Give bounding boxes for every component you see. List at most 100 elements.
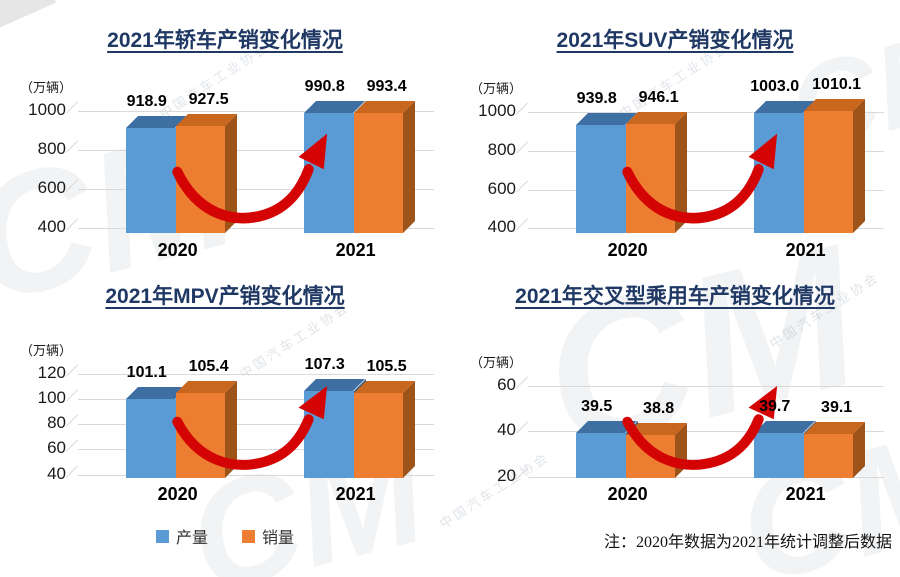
gridlines: 400 600 800 1000: [28, 96, 434, 236]
gridline: [78, 374, 434, 376]
bar-group-2021: 107.3 105.5: [302, 350, 415, 478]
legend: 产量 销量: [0, 524, 450, 548]
y-tick-label: 400: [37, 217, 66, 237]
y-tick-label: 100: [37, 388, 66, 408]
bar-group-2021: 990.8 993.4: [302, 78, 415, 233]
legend-label: 销量: [262, 530, 295, 547]
gridline: [528, 477, 884, 478]
value-label-production: 39.7: [759, 397, 791, 415]
plot-area: （万辆） 40 60 80 100 120 101.1 105.4 107.3 105.…: [20, 343, 434, 483]
y-tick-label: 20: [497, 466, 516, 485]
y-axis-unit: （万辆）: [469, 354, 522, 370]
growth-arrow-icon: [172, 385, 328, 470]
value-label-production: 101.1: [126, 363, 167, 381]
value-label-sales: 946.1: [638, 88, 679, 106]
bar-sales-2021: [353, 381, 415, 478]
value-label-sales: 993.4: [366, 77, 407, 95]
bar-group-2020: 939.8 946.1: [574, 89, 687, 233]
value-label-production: 990.8: [304, 78, 345, 96]
growth-arrow-icon: [622, 134, 778, 224]
value-label-sales: 39.1: [821, 399, 853, 417]
chart-title: 2021年交叉型乘用车产销变化情况: [515, 285, 835, 308]
value-label-production: 39.5: [581, 398, 613, 416]
legend-item-production: 产量: [155, 524, 208, 548]
bar-side-face: [402, 381, 415, 478]
y-tick-label: 60: [497, 374, 516, 394]
category-label: 2020: [157, 240, 198, 260]
gridline: [78, 399, 434, 401]
growth-arrow-icon: [622, 385, 778, 470]
bar-production-2021: [754, 420, 816, 478]
legend-swatch-sales: [242, 529, 255, 543]
chart-panel-mpv: 2021年MPV产销变化情况 （万辆） 40 60 80 100 120 101.1 1…: [0, 272, 450, 577]
y-tick-label: 1000: [28, 99, 66, 119]
y-tick-label: 40: [497, 420, 516, 440]
legend-swatch-production: [155, 529, 169, 543]
gridline: [78, 110, 434, 112]
y-tick-label: 600: [37, 177, 66, 197]
value-label-production: 939.8: [576, 89, 617, 107]
gridlines: 40 60 80 100 120: [38, 350, 434, 483]
footnote: 注：2020年数据为2021年统计调整后数据: [603, 534, 892, 551]
y-tick-label: 80: [47, 413, 66, 433]
bar-group-2020: 101.1 105.4: [124, 350, 237, 478]
gridlines: 400 600 800 1000: [478, 96, 884, 236]
chart-title: 2021年SUV产销变化情况: [556, 29, 794, 52]
gridline: [78, 188, 434, 190]
category-label: 2020: [607, 240, 648, 260]
gridlines: 20 40 60: [497, 350, 884, 485]
y-tick-label: 800: [487, 139, 516, 159]
category-label: 2021: [335, 484, 376, 504]
value-label-sales: 1010.1: [812, 76, 862, 94]
gridline: [528, 189, 884, 191]
plot-area: （万辆） 400 600 800 1000 918.9 927.5 990.8 993…: [20, 78, 434, 236]
y-axis-unit: （万辆）: [469, 81, 522, 97]
gridline: [78, 228, 434, 230]
chart-title: 2021年MPV产销变化情况: [105, 285, 345, 308]
bar-production-2020: [126, 115, 188, 233]
growth-arrow-icon: [172, 134, 328, 224]
y-tick-label: 40: [47, 463, 66, 483]
gridline: [528, 228, 884, 230]
value-label-production: 1003.0: [750, 77, 800, 95]
bar-sales-2021: [353, 100, 415, 233]
gridline: [528, 385, 884, 387]
bar-production-2020: [126, 386, 188, 478]
gridline: [528, 150, 884, 152]
bar-production-2020: [576, 112, 638, 233]
y-tick-label: 800: [37, 138, 66, 158]
gridline: [528, 431, 884, 433]
y-axis-unit: （万辆）: [19, 343, 72, 359]
chart-panel-crossover: 2021年交叉型乘用车产销变化情况 （万辆） 20 40 60 39.5 38.8 …: [450, 272, 900, 577]
y-axis-unit: （万辆）: [19, 79, 72, 95]
y-tick-label: 400: [487, 217, 516, 237]
gridline: [528, 112, 884, 114]
plot-area: （万辆） 400 600 800 1000 939.8 946.1 1003.0 10…: [470, 76, 884, 236]
gridline: [78, 149, 434, 151]
value-label-sales: 105.4: [188, 358, 229, 376]
category-label: 2020: [607, 484, 648, 504]
value-label-production: 107.3: [304, 356, 345, 374]
value-label-production: 918.9: [126, 92, 167, 110]
plot-area: （万辆） 20 40 60 39.5 38.8 39.7 39.1: [470, 350, 884, 485]
value-label-sales: 927.5: [188, 90, 229, 108]
bar-side-face: [852, 99, 865, 233]
category-label: 2020: [157, 484, 198, 504]
legend-label: 产量: [175, 530, 208, 547]
y-tick-label: 120: [37, 363, 66, 383]
gridline: [78, 449, 434, 451]
value-label-sales: 38.8: [643, 400, 675, 418]
y-tick-label: 600: [487, 178, 516, 198]
chart-panel-suv: 2021年SUV产销变化情况 （万辆） 400 600 800 1000 939.8 …: [450, 0, 900, 272]
value-label-sales: 105.5: [366, 358, 407, 376]
gridline: [78, 474, 434, 476]
bar-sales-2021: [803, 99, 865, 233]
category-label: 2021: [785, 484, 826, 504]
y-tick-label: 1000: [478, 101, 516, 121]
gridline: [78, 424, 434, 426]
y-tick-label: 60: [47, 438, 66, 458]
category-label: 2021: [335, 240, 376, 260]
chart-title: 2021年轿车产销变化情况: [107, 29, 343, 52]
bar-production-2020: [576, 421, 638, 478]
